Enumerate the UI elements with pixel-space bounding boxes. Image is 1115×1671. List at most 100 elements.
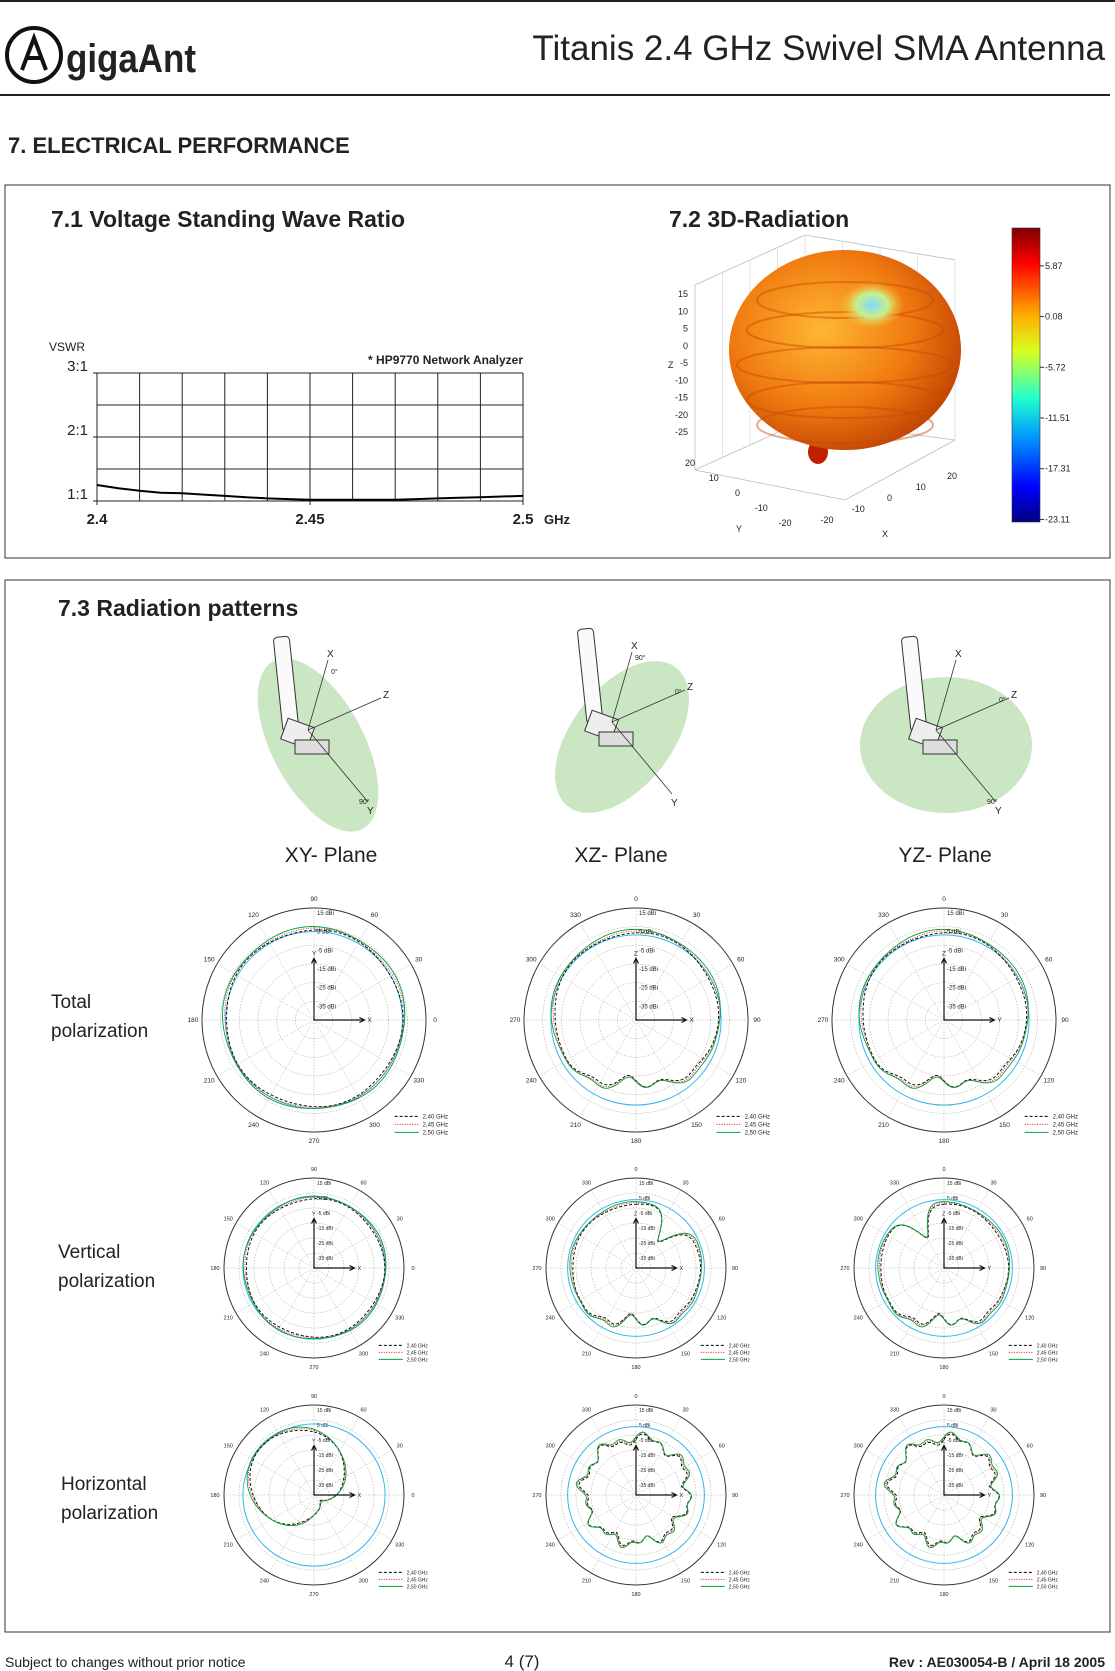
y-axis-label: VSWR	[49, 340, 85, 354]
polar-ring-label: -5 dBi	[317, 1438, 330, 1444]
pattern-trace	[247, 1428, 346, 1526]
polar-spoke	[943, 1267, 1023, 1314]
polar-spoke	[313, 1494, 393, 1541]
horizontal-axis-arrow	[636, 1016, 688, 1024]
polar-angle-label: 0	[942, 1394, 945, 1400]
polar-angle-label: 90	[732, 1493, 738, 1499]
polar-angle-label: 300	[359, 1352, 368, 1358]
polar-angle-label: 30	[682, 1180, 688, 1186]
polar-angle-label: 150	[681, 1352, 690, 1358]
polar-angle-label: 180	[210, 1493, 219, 1499]
polar-spoke	[235, 1267, 315, 1314]
polar-angle-label: 0	[634, 896, 638, 903]
polar-angle-label: 120	[260, 1407, 269, 1413]
polar-spoke	[313, 1449, 393, 1496]
y-tick-label: 2:1	[67, 422, 88, 439]
polar-spoke	[257, 1019, 315, 1118]
polar-angle-label: 90	[310, 896, 318, 903]
x-tick-label: 10	[916, 482, 926, 492]
polar-ring-label: -35 dBi	[947, 1256, 963, 1262]
axis-y	[935, 729, 997, 803]
polar-ring-label: -35 dBi	[317, 1256, 333, 1262]
plane-name: XY- Plane	[285, 844, 378, 867]
pattern-ridge	[756, 406, 934, 444]
legend-label: 2,50 GHz	[745, 1130, 770, 1136]
polar-spoke	[943, 1222, 1023, 1269]
axis-x	[935, 659, 957, 731]
antenna-diagram: X Z Y 0° 90°	[257, 635, 389, 832]
polar-plot: 15 dBi 5 dBi -5 dBi -15 dBi -25 dBi -35 dBi 0 3…	[510, 896, 770, 1145]
y-tick-label: 3:1	[67, 358, 88, 375]
polar-angle-label: 180	[210, 1266, 219, 1272]
polar-angle-label: 30	[1001, 912, 1009, 919]
logo-text: gigaAnt	[66, 37, 196, 81]
polar-angle-label: 240	[834, 1078, 845, 1085]
polar-angle-label: 210	[224, 1543, 233, 1549]
vertical-axis-label: Y	[312, 950, 317, 957]
polar-ring-label: -25 dBi	[639, 1468, 655, 1474]
polar-angle-label: 270	[532, 1493, 541, 1499]
polar-plot: 15 dBi 5 dBi -5 dBi -15 dBi -25 dBi -35 dBi 0 3…	[532, 1167, 750, 1371]
sma-connector	[294, 739, 330, 755]
x-axis-unit: GHz	[544, 512, 571, 527]
polar-angle-label: 270	[309, 1592, 318, 1598]
polar-spoke	[268, 1416, 315, 1496]
polar-angle-label: 180	[188, 1017, 199, 1024]
polar-angle-label: 0	[634, 1394, 637, 1400]
polar-spoke	[865, 1222, 945, 1269]
legend-label: 2,40 GHz	[729, 1570, 751, 1576]
polar-spoke	[943, 963, 1042, 1021]
polar-angle-label: 240	[854, 1543, 863, 1549]
polar-angle-label: 150	[204, 957, 215, 964]
vertical-axis-label: Z	[942, 950, 946, 957]
polar-ring-label: -35 dBi	[639, 1256, 655, 1262]
vertical-axis-label: Z	[634, 1439, 638, 1445]
polar-ring-label: -35 dBi	[639, 1483, 655, 1489]
polar-angle-label: 270	[510, 1017, 521, 1024]
polar-plot: 15 dBi 5 dBi -5 dBi -15 dBi -25 dBi -35 dBi 0 3…	[532, 1394, 750, 1598]
horizontal-axis-arrow	[636, 1491, 678, 1499]
polar-angle-label: 60	[719, 1217, 725, 1223]
z-tick-label: 15	[678, 289, 688, 299]
polar-ring-label: 15 dBi	[639, 1181, 653, 1187]
polar-angle-label: 60	[737, 957, 745, 964]
polar-angle-label: 210	[582, 1579, 591, 1585]
polar-angle-label: 60	[360, 1180, 366, 1186]
polar-ring-label: -35 dBi	[639, 1004, 658, 1010]
polar-angle-label: 270	[818, 1017, 829, 1024]
horizontal-axis-arrow	[314, 1264, 356, 1272]
polar-angle-label: 240	[546, 1543, 555, 1549]
pattern-trace	[860, 930, 1029, 1088]
polar-angle-label: 30	[693, 912, 701, 919]
polar-spoke	[865, 1449, 945, 1496]
z-tick-label: -10	[675, 375, 688, 385]
polar-plot: 15 dBi 5 dBi -5 dBi -15 dBi -25 dBi -35 dBi 90…	[210, 1167, 428, 1371]
instrument-note: * HP9770 Network Analyzer	[368, 353, 523, 367]
polar-angle-label: 180	[939, 1592, 948, 1598]
z-axis-label: Z	[668, 360, 674, 370]
vswr-title: 7.1 Voltage Standing Wave Ratio	[51, 206, 405, 232]
polar-spoke	[635, 1267, 715, 1314]
polar-spoke	[635, 1019, 734, 1077]
axis-z	[307, 697, 382, 731]
polar-ring-label: 15 dBi	[317, 911, 334, 917]
legend-label: 2,45 GHz	[423, 1122, 448, 1128]
radiation-3d-title: 7.2 3D-Radiation	[669, 206, 849, 232]
polar-angle-label: 180	[631, 1365, 640, 1371]
polar-angle-label: 150	[989, 1579, 998, 1585]
y-tick-label: -20	[778, 518, 791, 528]
axis-y-label: Y	[671, 798, 678, 809]
polar-ring-label: -5 dBi	[639, 1211, 652, 1217]
legend-label: 2,50 GHz	[407, 1584, 429, 1590]
polar-angle-label: 330	[582, 1407, 591, 1413]
x-tick-label: 20	[947, 471, 957, 481]
polar-ring-label: 15 dBi	[317, 1408, 331, 1414]
polar-plot: 15 dBi 5 dBi -5 dBi -15 dBi -25 dBi -35 dBi 0 3…	[818, 896, 1078, 1145]
polar-angle-label: 0	[411, 1493, 414, 1499]
polar-angle-label: 90	[311, 1394, 317, 1400]
legend-label: 2,40 GHz	[407, 1570, 429, 1576]
polar-spoke	[313, 1222, 393, 1269]
polar-spoke	[235, 1494, 315, 1541]
polar-angle-label: 120	[1043, 1078, 1054, 1085]
